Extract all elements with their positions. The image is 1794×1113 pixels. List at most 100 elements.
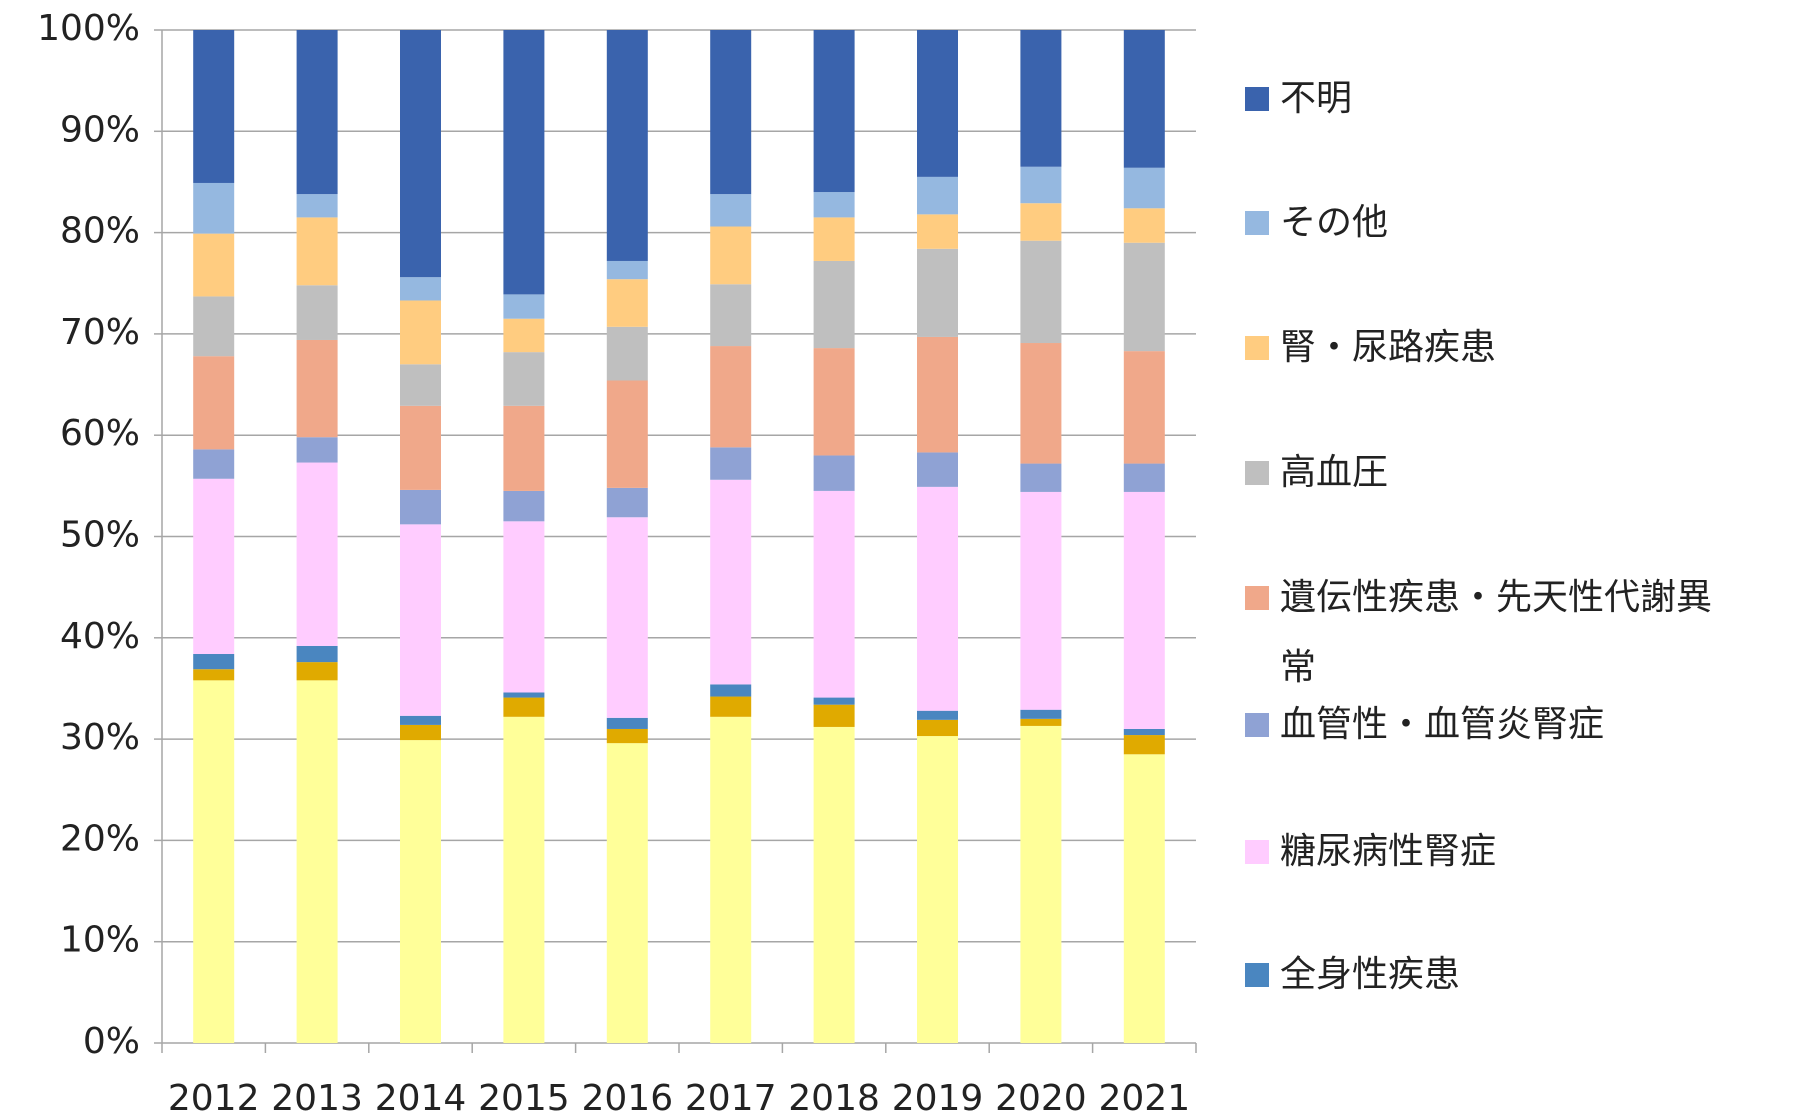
- bar-segment: [400, 30, 441, 278]
- bar-segment: [710, 447, 752, 480]
- bar-segment: [1020, 343, 1062, 464]
- bar-segment: [1020, 463, 1062, 492]
- bar-segment: [400, 740, 441, 1043]
- bar-segment: [710, 696, 752, 717]
- bar-segment: [917, 336, 958, 453]
- bar-segment: [813, 455, 855, 491]
- bar-segment: [917, 486, 958, 711]
- bar-segment: [400, 364, 441, 406]
- bar-segment: [813, 697, 855, 705]
- y-tick-label: 30%: [60, 717, 140, 758]
- bar-segment: [917, 176, 958, 215]
- bar-segment: [193, 356, 235, 450]
- x-tick-label: 2012: [168, 1078, 260, 1113]
- bar-segment: [296, 662, 338, 681]
- bar-segment: [193, 182, 235, 234]
- bar-segment: [296, 217, 338, 286]
- bar-segment: [1123, 208, 1165, 243]
- bar-segment: [193, 680, 235, 1043]
- bar-segment: [813, 260, 855, 349]
- y-tick-label: 70%: [60, 312, 140, 353]
- bar-segment: [503, 697, 545, 717]
- legend-swatch: [1245, 840, 1269, 864]
- bar-segment: [503, 521, 545, 693]
- bar-segment: [710, 684, 752, 697]
- bar-segment: [917, 452, 958, 487]
- bar-segment: [917, 30, 958, 177]
- bar-segment: [710, 226, 752, 285]
- legend-label: その他: [1280, 202, 1389, 243]
- bar-segment: [606, 380, 648, 488]
- bar-segment: [503, 294, 545, 319]
- bar-segment: [296, 680, 338, 1043]
- bar-segment: [917, 248, 958, 337]
- legend-label: 全身性疾患: [1280, 954, 1461, 995]
- y-tick-label: 90%: [60, 109, 140, 150]
- bar-segment: [917, 214, 958, 249]
- bar-segment: [1020, 491, 1062, 710]
- bar-segment: [1123, 242, 1165, 352]
- bar-segment: [1123, 491, 1165, 729]
- bar-segment: [813, 192, 855, 218]
- bar-segment: [813, 726, 855, 1043]
- bar-segment: [1020, 240, 1062, 344]
- bar-segment: [400, 300, 441, 365]
- bar-segment: [606, 260, 648, 280]
- bar-segment: [606, 517, 648, 718]
- x-tick-label: 2013: [271, 1078, 363, 1113]
- bar-segment: [503, 692, 545, 698]
- bar-segment: [813, 348, 855, 456]
- x-tick-label: 2016: [581, 1078, 673, 1113]
- y-tick-label: 0%: [83, 1021, 140, 1062]
- legend-label: 腎・尿路疾患: [1280, 327, 1497, 368]
- x-tick-label: 2021: [1098, 1078, 1190, 1113]
- bar-segment: [606, 326, 648, 381]
- bar-segment: [296, 437, 338, 463]
- bar-segment: [503, 30, 545, 295]
- bar-segment: [296, 645, 338, 663]
- bar-segment: [1020, 725, 1062, 1043]
- bar-segment: [503, 490, 545, 522]
- bar-segment: [400, 724, 441, 741]
- bar-segment: [1123, 351, 1165, 464]
- bar-segment: [1123, 30, 1165, 168]
- bar-segment: [296, 285, 338, 340]
- bar-segment: [710, 479, 752, 685]
- bar-segment: [606, 743, 648, 1043]
- bar-segment: [400, 524, 441, 716]
- y-tick-label: 80%: [60, 211, 140, 252]
- bar-segment: [400, 715, 441, 725]
- y-tick-label: 100%: [37, 8, 140, 49]
- y-tick-label: 20%: [60, 818, 140, 859]
- bar-segment: [193, 296, 235, 357]
- x-tick-label: 2014: [375, 1078, 467, 1113]
- legend-label: 糖尿病性腎症: [1280, 831, 1497, 872]
- bar-segment: [400, 489, 441, 525]
- bar-segment: [917, 736, 958, 1043]
- legend-label: 血管性・血管炎腎症: [1280, 704, 1605, 745]
- x-tick-label: 2020: [995, 1078, 1087, 1113]
- bar-segment: [400, 405, 441, 490]
- y-tick-label: 40%: [60, 616, 140, 657]
- bar-segment: [606, 30, 648, 261]
- bar-segment: [606, 487, 648, 518]
- bar-segment: [1123, 167, 1165, 209]
- bar-segment: [710, 284, 752, 347]
- bar-segment: [606, 728, 648, 744]
- bar-segment: [296, 462, 338, 646]
- bar-segment: [606, 717, 648, 729]
- y-tick-label: 10%: [60, 920, 140, 961]
- bar-segment: [606, 279, 648, 327]
- bar-segment: [503, 318, 545, 353]
- legend-swatch: [1245, 87, 1269, 111]
- bar-segment: [193, 30, 235, 183]
- bar-segment: [1020, 718, 1062, 726]
- bar-segment: [1123, 735, 1165, 755]
- bar-segment: [1020, 709, 1062, 719]
- x-tick-label: 2018: [788, 1078, 880, 1113]
- x-tick-label: 2015: [478, 1078, 570, 1113]
- bar-segment: [1020, 166, 1062, 204]
- legend-label: 高血圧: [1280, 452, 1389, 493]
